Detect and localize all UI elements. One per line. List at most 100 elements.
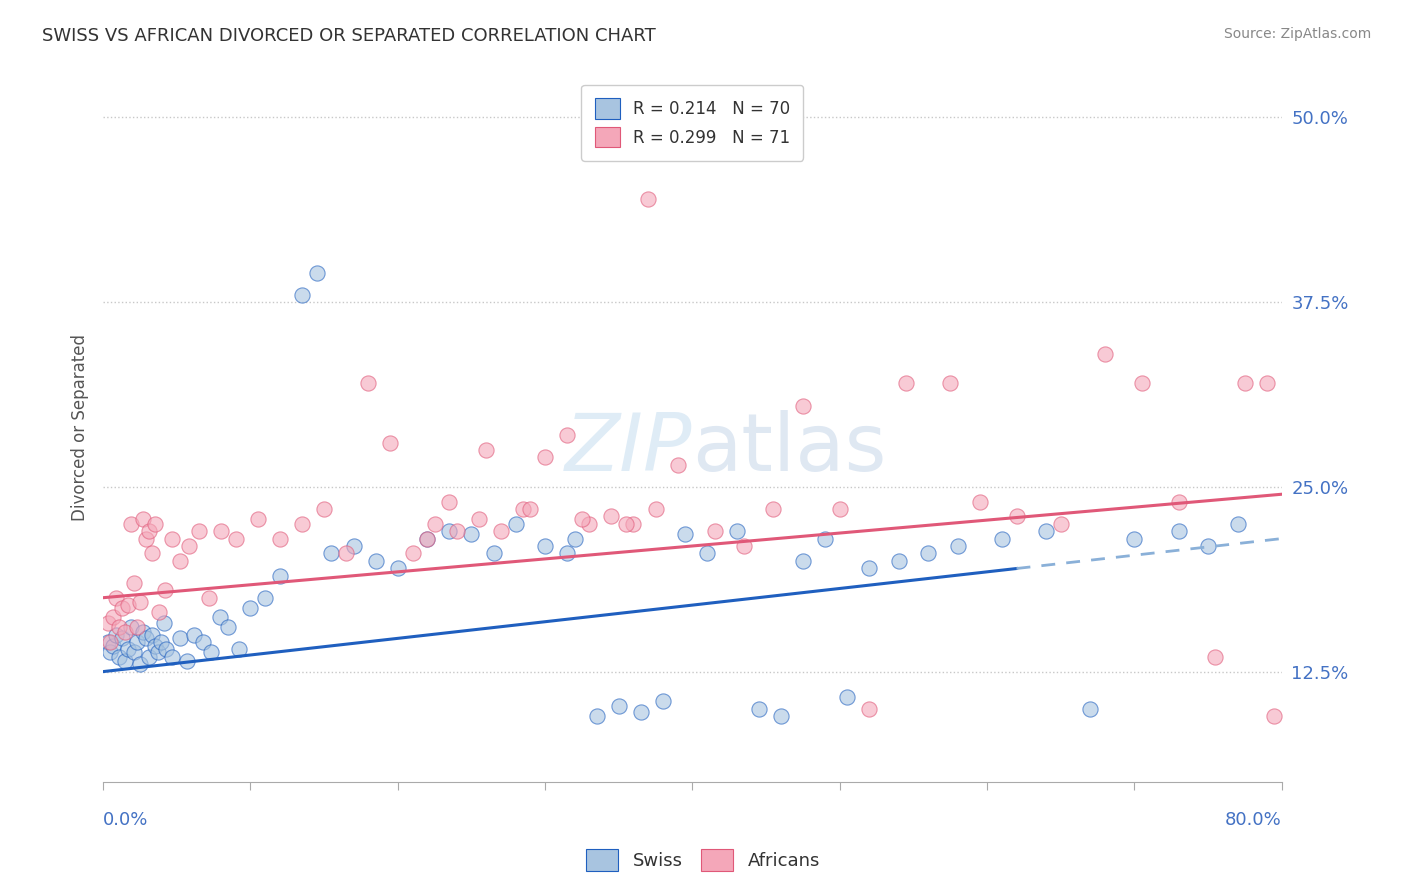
Point — [534, 539, 557, 553]
Point — [314, 502, 336, 516]
Point — [217, 620, 239, 634]
Point — [120, 620, 142, 634]
Point — [792, 399, 814, 413]
Point — [917, 546, 939, 560]
Point — [176, 654, 198, 668]
Point — [578, 516, 600, 531]
Point — [138, 649, 160, 664]
Point — [269, 568, 291, 582]
Text: ZIP: ZIP — [565, 410, 692, 488]
Point — [814, 532, 837, 546]
Legend: R = 0.214   N = 70, R = 0.299   N = 71: R = 0.214 N = 70, R = 0.299 N = 71 — [581, 85, 803, 161]
Point — [446, 524, 468, 539]
Point — [482, 546, 505, 560]
Point — [416, 532, 439, 546]
Text: SWISS VS AFRICAN DIVORCED OR SEPARATED CORRELATION CHART: SWISS VS AFRICAN DIVORCED OR SEPARATED C… — [42, 27, 657, 45]
Point — [585, 709, 607, 723]
Point — [696, 546, 718, 560]
Point — [148, 606, 170, 620]
Point — [858, 561, 880, 575]
Point — [152, 615, 174, 630]
Point — [475, 442, 498, 457]
Point — [534, 450, 557, 465]
Point — [239, 601, 262, 615]
Point — [512, 502, 534, 516]
Point — [114, 624, 136, 639]
Point — [401, 546, 423, 560]
Point — [666, 458, 689, 472]
Point — [991, 532, 1014, 546]
Point — [177, 539, 200, 553]
Point — [111, 631, 134, 645]
Point — [1035, 524, 1057, 539]
Point — [291, 516, 314, 531]
Point — [380, 435, 402, 450]
Point — [305, 266, 328, 280]
Text: Source: ZipAtlas.com: Source: ZipAtlas.com — [1223, 27, 1371, 41]
Point — [246, 512, 269, 526]
Point — [769, 709, 792, 723]
Point — [117, 642, 139, 657]
Point — [1167, 524, 1189, 539]
Point — [228, 642, 250, 657]
Point — [571, 512, 593, 526]
Point — [269, 532, 291, 546]
Point — [103, 610, 125, 624]
Point — [105, 591, 128, 605]
Point — [733, 539, 755, 553]
Point — [143, 516, 166, 531]
Point — [644, 502, 666, 516]
Point — [652, 694, 675, 708]
Text: atlas: atlas — [692, 410, 887, 488]
Point — [122, 645, 145, 659]
Point — [155, 642, 177, 657]
Point — [105, 627, 128, 641]
Point — [200, 645, 222, 659]
Point — [555, 546, 578, 560]
Point — [153, 583, 176, 598]
Point — [748, 701, 770, 715]
Point — [828, 502, 851, 516]
Point — [1123, 532, 1146, 546]
Point — [673, 527, 696, 541]
Point — [120, 516, 142, 531]
Point — [364, 554, 387, 568]
Point — [141, 546, 163, 560]
Point — [122, 576, 145, 591]
Y-axis label: Divorced or Separated: Divorced or Separated — [72, 334, 89, 521]
Point — [162, 532, 184, 546]
Point — [135, 631, 157, 645]
Point — [132, 624, 155, 639]
Point — [762, 502, 785, 516]
Point — [1078, 701, 1101, 715]
Point — [254, 591, 277, 605]
Point — [100, 645, 122, 659]
Point — [623, 516, 645, 531]
Point — [108, 649, 131, 664]
Point — [132, 512, 155, 526]
Point — [129, 657, 152, 672]
Point — [1167, 494, 1189, 508]
Point — [489, 524, 512, 539]
Point — [1256, 376, 1278, 391]
Point — [209, 524, 232, 539]
Point — [423, 516, 446, 531]
Point — [939, 376, 962, 391]
Point — [703, 524, 725, 539]
Point — [387, 561, 409, 575]
Point — [198, 591, 221, 605]
Point — [225, 532, 247, 546]
Point — [416, 532, 439, 546]
Point — [125, 620, 148, 634]
Point — [460, 527, 482, 541]
Point — [162, 649, 184, 664]
Point — [111, 601, 134, 615]
Point — [946, 539, 969, 553]
Point — [600, 509, 623, 524]
Point — [208, 610, 231, 624]
Point — [439, 494, 461, 508]
Point — [100, 635, 122, 649]
Point — [117, 598, 139, 612]
Text: 0.0%: 0.0% — [103, 811, 149, 829]
Point — [894, 376, 917, 391]
